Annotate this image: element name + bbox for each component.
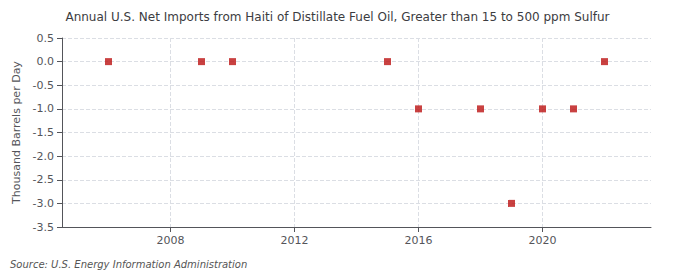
svg-text:-0.5: -0.5 [33, 79, 54, 92]
svg-text:2016: 2016 [405, 234, 433, 247]
svg-text:-3.5: -3.5 [33, 221, 54, 234]
svg-text:2012: 2012 [281, 234, 309, 247]
svg-text:-3.0: -3.0 [33, 197, 54, 210]
svg-text:-2.0: -2.0 [33, 150, 54, 163]
svg-text:-1.0: -1.0 [33, 102, 54, 115]
svg-text:2020: 2020 [529, 234, 557, 247]
svg-text:0.0: 0.0 [37, 55, 55, 68]
svg-text:Thousand Barrels per Day: Thousand Barrels per Day [10, 61, 23, 205]
svg-text:Source: U.S. Energy Informatio: Source: U.S. Energy Information Administ… [10, 259, 247, 270]
svg-text:-1.5: -1.5 [33, 126, 54, 139]
svg-text:0.5: 0.5 [37, 32, 55, 45]
svg-text:-2.5: -2.5 [33, 173, 54, 186]
svg-text:Annual U.S. Net Imports from H: Annual U.S. Net Imports from Haiti of Di… [65, 10, 609, 24]
svg-text:2008: 2008 [157, 234, 185, 247]
